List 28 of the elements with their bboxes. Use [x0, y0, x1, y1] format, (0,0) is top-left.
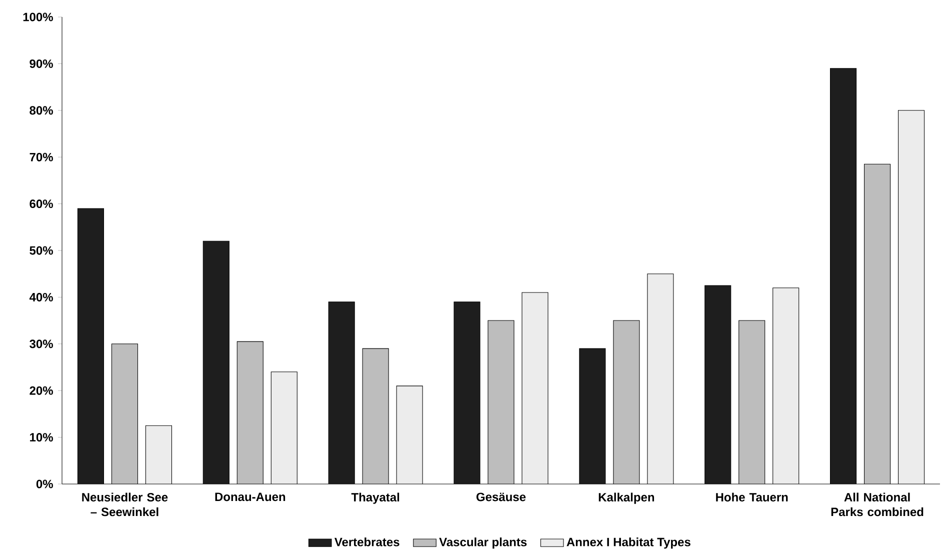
y-tick-label: 90% [30, 59, 53, 68]
bar [579, 348, 606, 484]
bar [704, 286, 731, 484]
bar [203, 241, 230, 484]
y-tick-label: 20% [30, 386, 53, 395]
y-tick-label: 0% [36, 480, 53, 488]
y-tick-label: 40% [29, 292, 53, 302]
x-tick-label: Kalkalpen [598, 492, 654, 504]
y-tick-label: 10% [30, 433, 53, 442]
bar [830, 68, 857, 484]
x-tick-label: Hohe Tauern [716, 492, 788, 502]
bar [78, 208, 104, 484]
legend-label: Vertebrates [334, 537, 400, 546]
y-tick-label: 30% [30, 340, 53, 348]
y-tick-label: 100% [23, 12, 53, 22]
legend-label: Annex I Habitat Types [566, 537, 690, 549]
y-tick-label: 80% [30, 106, 53, 115]
y-tick-label: 60% [30, 200, 53, 208]
x-tick-label: All National Parks combined [831, 492, 924, 516]
bar [454, 302, 480, 484]
x-tick-label: Gesäuse [476, 492, 526, 502]
x-tick-label: Donau-Auen [215, 492, 286, 502]
x-tick-label: Thayatal [351, 492, 400, 504]
y-tick-label: 50% [30, 246, 53, 255]
y-tick-label: 70% [30, 152, 53, 162]
legend-label: Vascular plants [439, 537, 527, 549]
bar [328, 302, 355, 484]
x-tick-label: Neusiedler See – Seewinkel [82, 492, 168, 516]
